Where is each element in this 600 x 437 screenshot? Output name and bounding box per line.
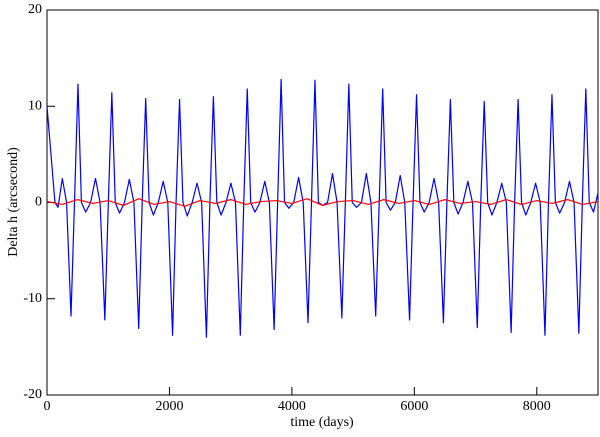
x-tick-label: 2000 — [155, 399, 183, 414]
y-tick-label: 20 — [28, 2, 42, 17]
x-tick-label: 0 — [44, 399, 51, 414]
y-tick-label: -20 — [23, 387, 42, 402]
x-tick-label: 8000 — [523, 399, 551, 414]
y-axis-label: Delta h (arcsecond) — [6, 147, 21, 257]
series-line — [46, 198, 599, 207]
series-line — [46, 78, 599, 338]
x-axis-label: time (days) — [290, 415, 354, 430]
y-tick-label: -10 — [23, 291, 42, 306]
y-tick-label: 10 — [28, 98, 42, 113]
y-tick-label: 0 — [35, 195, 42, 210]
x-tick-label: 6000 — [400, 399, 428, 414]
x-tick-label: 4000 — [278, 399, 306, 414]
